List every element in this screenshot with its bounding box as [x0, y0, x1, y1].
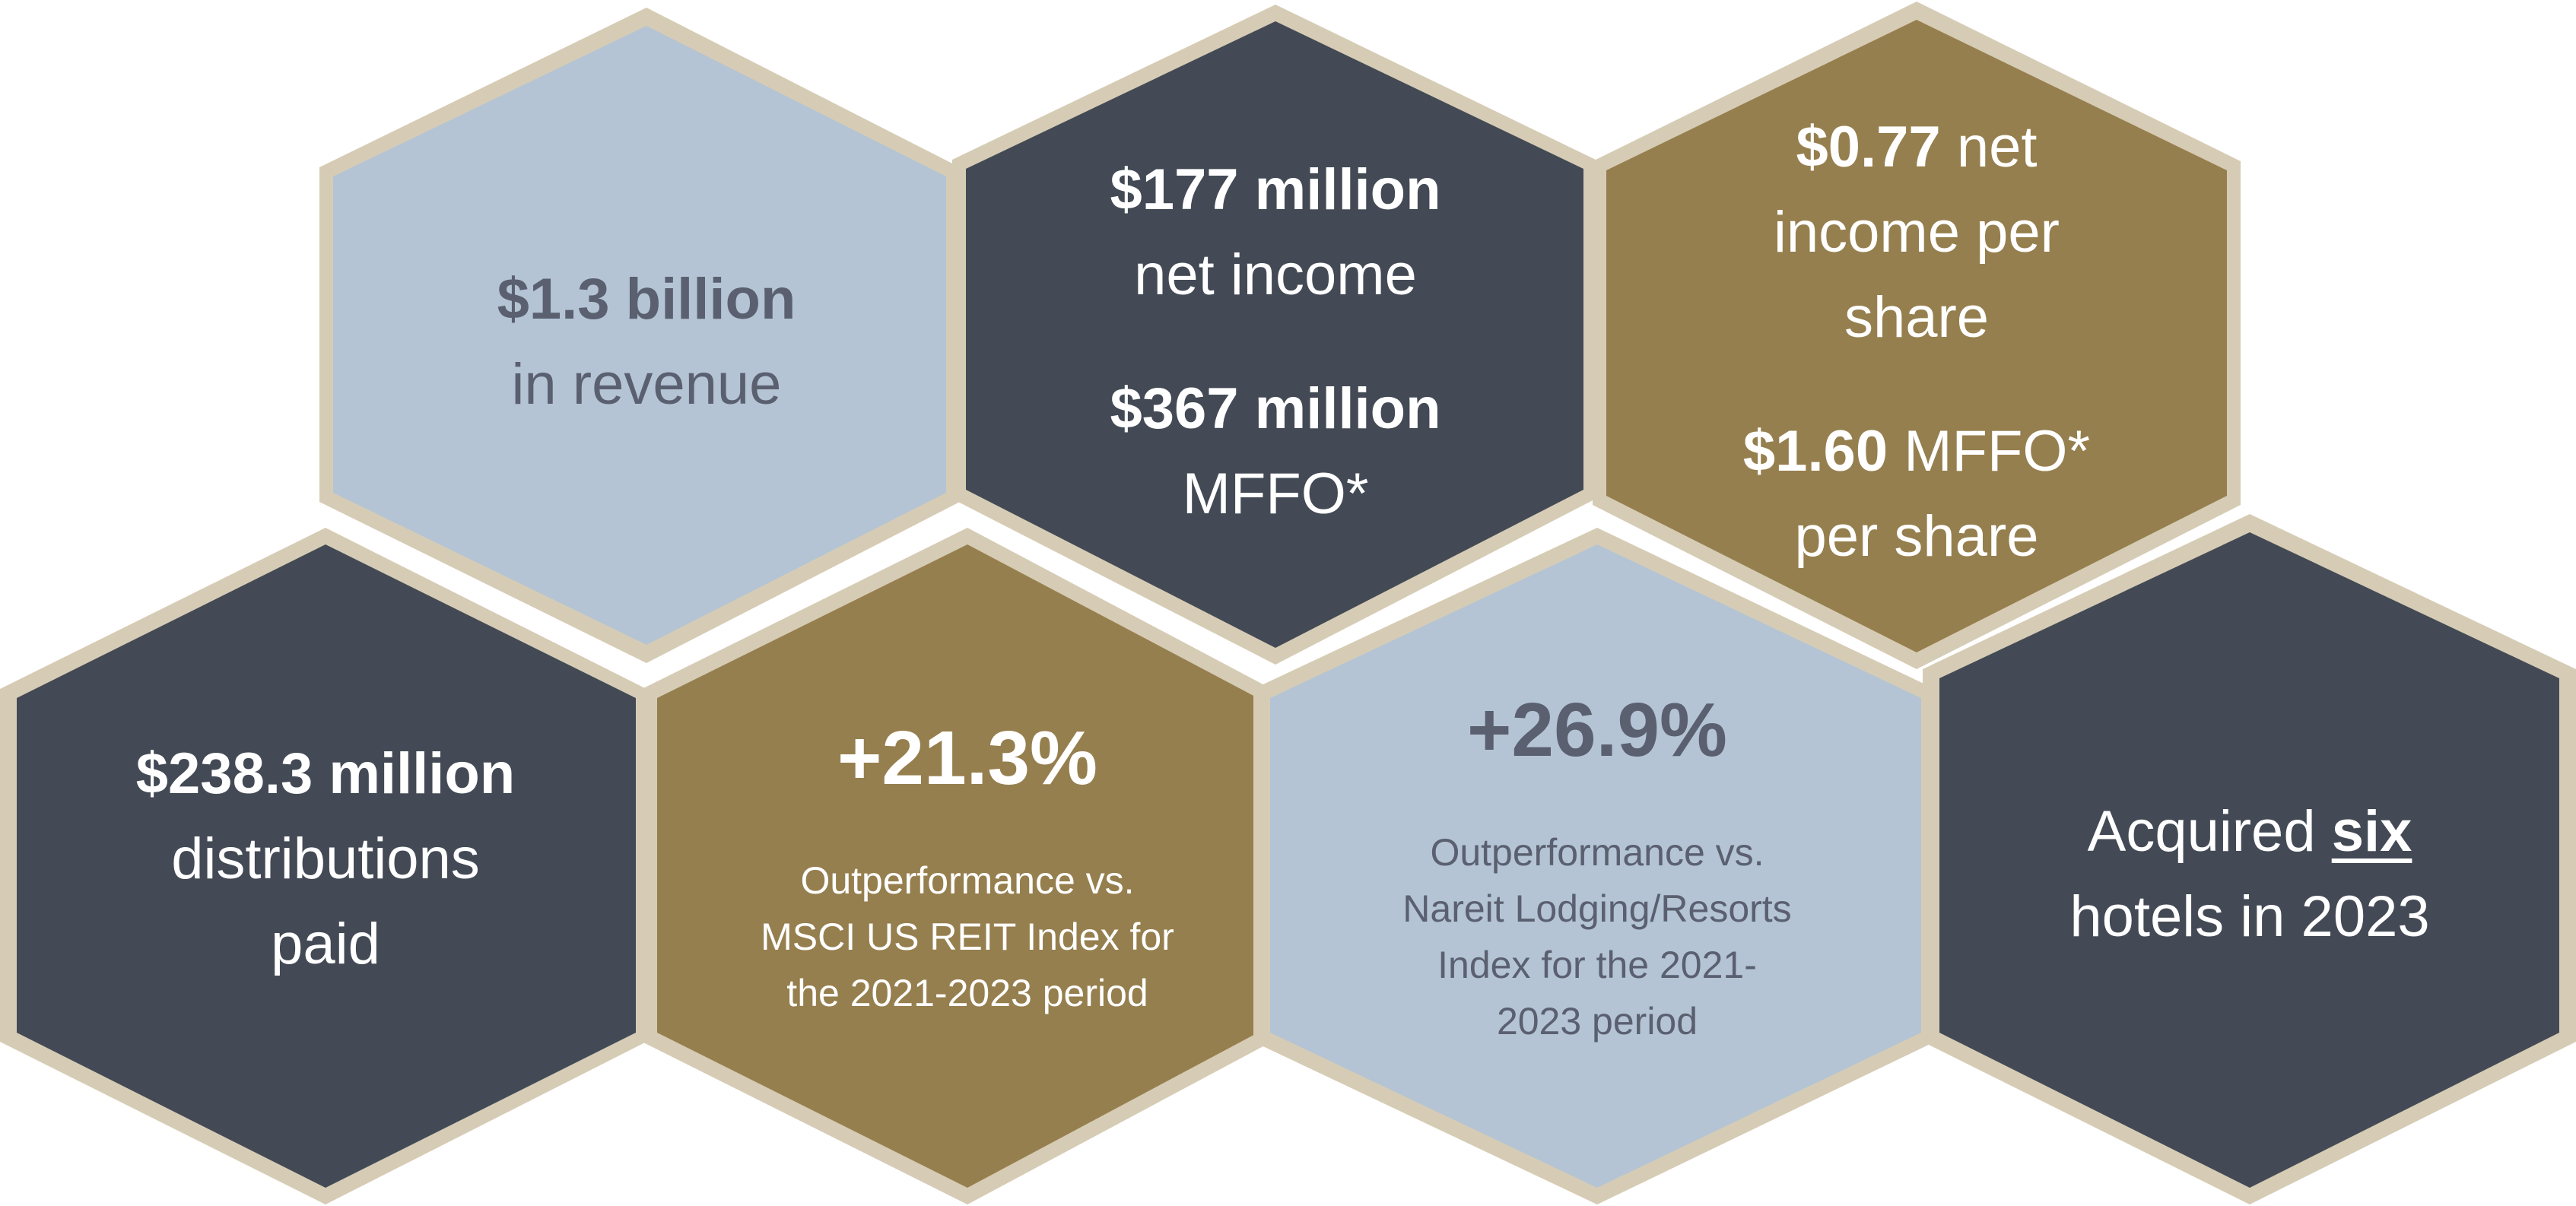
eps-label-a: net — [1956, 115, 2038, 179]
tile-nareit: +26.9% Outperformance vs. Nareit Lodging… — [1369, 669, 1825, 1065]
mffo-label: MFFO* — [1182, 462, 1369, 526]
nareit-desc-d: 2023 period — [1496, 1000, 1698, 1043]
hex-acquired-fill — [1939, 532, 2559, 1188]
tile-msci: +21.3% Outperformance vs. MSCI US REIT I… — [739, 700, 1196, 1034]
hex-per-share-fill — [1606, 20, 2227, 652]
acquired-count: six — [2331, 799, 2412, 864]
net-income-value: $177 million — [1110, 157, 1441, 222]
nareit-value: +26.9% — [1467, 687, 1727, 773]
msci-desc-c: the 2021-2023 period — [786, 972, 1148, 1014]
tile-per-share: $0.77 net income per share $1.60 MFFO* p… — [1688, 99, 2145, 586]
distributions-label-b: paid — [271, 912, 380, 976]
distributions-label-a: distributions — [171, 827, 480, 891]
nareit-desc-b: Nareit Lodging/Resorts — [1402, 887, 1792, 930]
distributions-value: $238.3 million — [135, 741, 516, 806]
eps-line-1: $0.77 net — [1796, 105, 2038, 190]
hex-net-income-fill — [966, 21, 1583, 648]
tile-distributions: $238.3 million distributions paid — [97, 730, 554, 989]
hex-nareit-fill — [1270, 544, 1921, 1188]
eps-label-b: income per — [1774, 200, 2060, 265]
acquired-suffix: hotels in 2023 — [2069, 884, 2430, 949]
acquired-prefix: Acquired — [2087, 799, 2316, 864]
mffo-per-share-line-1: $1.60 MFFO* — [1743, 409, 2090, 494]
acquired-line-1: Acquired six — [2088, 789, 2412, 874]
revenue-value: $1.3 billion — [497, 267, 796, 332]
mffo-per-share-value: $1.60 — [1742, 419, 1888, 484]
tile-revenue: $1.3 billion in revenue — [456, 251, 837, 433]
eps-value: $0.77 — [1796, 115, 1941, 179]
mffo-per-share-label-a: MFFO* — [1904, 419, 2091, 484]
msci-value: +21.3% — [837, 716, 1097, 801]
tile-net-income: $177 million net income $367 million MFF… — [1047, 144, 1504, 540]
revenue-label: in revenue — [511, 352, 782, 417]
nareit-desc-a: Outperformance vs. — [1430, 831, 1764, 874]
mffo-per-share-label-b: per share — [1794, 504, 2039, 569]
hex-msci-fill — [657, 544, 1258, 1188]
msci-desc-b: MSCI US REIT Index for — [761, 916, 1174, 958]
hex-distributions-fill — [17, 544, 636, 1188]
msci-desc-a: Outperformance vs. — [800, 859, 1135, 902]
tile-acquired: Acquired six hotels in 2023 — [2022, 776, 2478, 973]
nareit-desc-c: Index for the 2021- — [1437, 944, 1757, 986]
net-income-label: net income — [1134, 243, 1417, 307]
hex-revenue-fill — [333, 26, 946, 645]
eps-label-c: share — [1844, 285, 1990, 350]
mffo-value: $367 million — [1110, 376, 1441, 441]
